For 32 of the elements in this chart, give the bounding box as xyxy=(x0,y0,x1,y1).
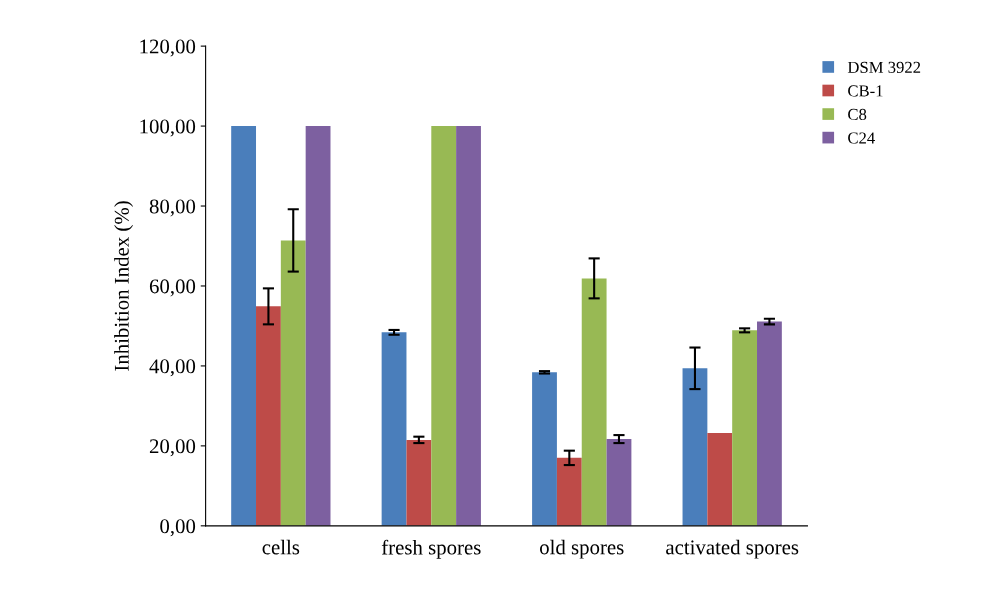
legend-label: CB-1 xyxy=(848,85,883,97)
legend-label: C24 xyxy=(848,132,875,144)
bar xyxy=(305,126,331,526)
x-tick-label: cells xyxy=(262,539,300,555)
y-tick-label: 60,00 xyxy=(149,279,196,297)
bar xyxy=(606,439,632,526)
bar xyxy=(682,368,708,526)
legend-label: C8 xyxy=(848,108,867,121)
bar xyxy=(231,126,257,526)
bar xyxy=(381,332,407,526)
x-tick-label: activated spores xyxy=(666,539,799,559)
bar xyxy=(431,126,457,526)
y-tick-label: 0,00 xyxy=(160,519,196,537)
y-tick-label: 40,00 xyxy=(149,359,196,377)
bar xyxy=(256,306,281,526)
bar xyxy=(556,457,582,526)
bar xyxy=(732,330,758,526)
bar xyxy=(757,321,782,526)
y-axis-title: Inhibition Index (%) xyxy=(114,201,134,371)
bar xyxy=(581,278,607,526)
y-tick-label: 100,00 xyxy=(140,119,196,137)
legend-label: DSM 3922 xyxy=(847,61,921,73)
bar xyxy=(707,433,733,526)
bar xyxy=(280,240,306,526)
y-tick-label: 80,00 xyxy=(149,199,196,217)
bar xyxy=(532,372,557,526)
bar xyxy=(406,439,432,526)
y-tick-label: 20,00 xyxy=(149,439,196,457)
y-tick-label: 120,00 xyxy=(140,39,196,57)
x-tick-label: fresh spores xyxy=(381,539,481,559)
x-tick-label: old spores xyxy=(540,539,624,559)
bar xyxy=(456,126,481,526)
